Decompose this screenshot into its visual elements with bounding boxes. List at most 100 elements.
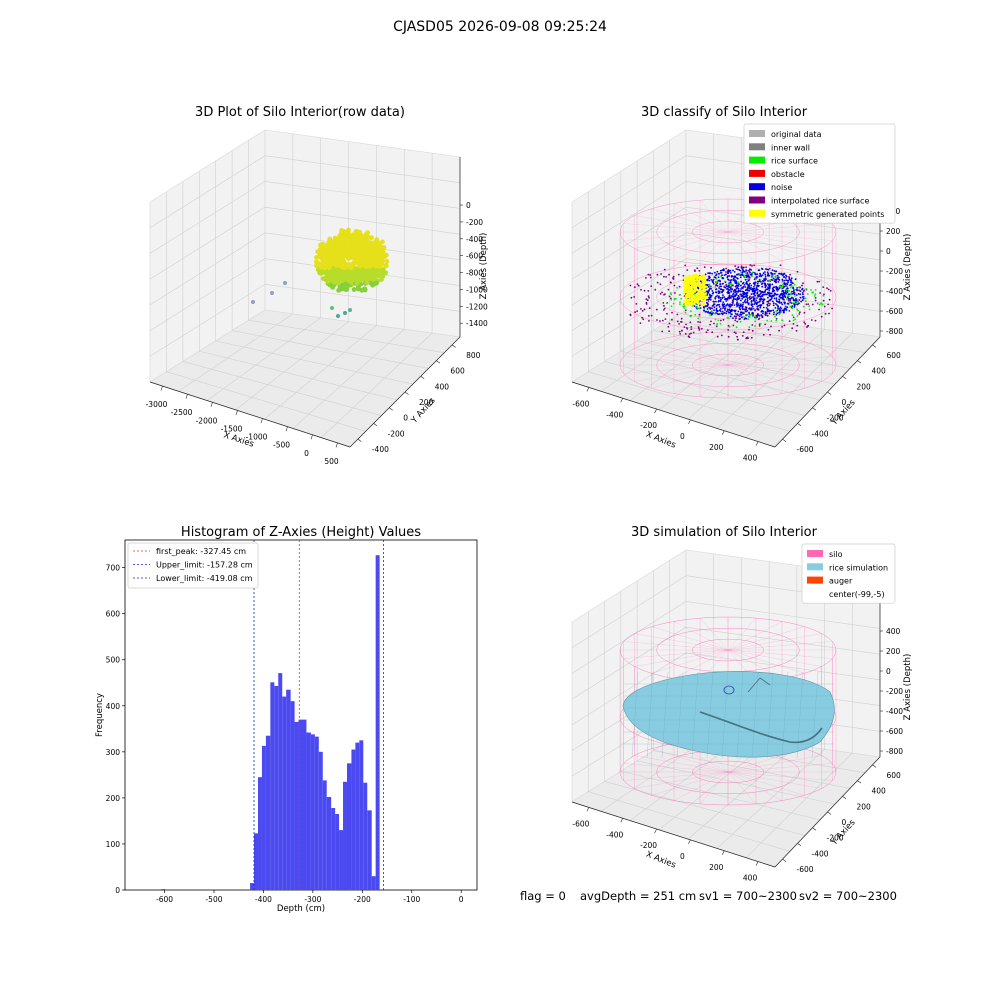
classify-noise-point [768, 312, 771, 315]
classify-noise-point [747, 284, 750, 287]
classify-noise-point [711, 290, 714, 292]
classify-noise-point [732, 300, 734, 303]
legend-swatch [749, 156, 765, 164]
classify-interp-point [700, 327, 703, 330]
legend-swatch [749, 130, 765, 137]
classify-noise-point [798, 302, 800, 305]
silo-spoke [673, 621, 729, 651]
classify-noise-point [795, 294, 798, 296]
raw-point [360, 261, 366, 267]
classify-noise-point [702, 306, 705, 309]
classify-interp-point [684, 264, 687, 267]
classify-rice-point [779, 285, 781, 288]
classify-noise-point [740, 304, 742, 307]
classify-noise-point [760, 291, 763, 294]
raw-point [339, 228, 344, 233]
classify-interp-point [698, 327, 700, 330]
classify-noise-point [772, 277, 775, 280]
classify-noise-point [756, 297, 758, 299]
raw-point [321, 253, 327, 259]
classify-noise-point [737, 310, 740, 313]
classify-noise-point [735, 292, 738, 295]
classify-noise-point [728, 294, 731, 297]
classify-point-cloud [629, 264, 833, 341]
raw-z-tick: -200 [466, 218, 483, 227]
simulation-y-tick: 200 [857, 802, 872, 811]
classify-rice-point [719, 322, 722, 325]
silo-spoke [673, 203, 729, 233]
classify-noise-point [761, 268, 764, 270]
classify-rice-point [670, 305, 673, 308]
classify-rice-point [754, 315, 756, 318]
classify-noise-point [713, 276, 716, 278]
silo-spoke [727, 231, 833, 241]
classify-noise-point [736, 301, 739, 303]
classify-noise-point [774, 303, 777, 305]
simulation-z-tick: -400 [886, 707, 903, 716]
silo-spoke [727, 364, 783, 394]
histogram-bar [371, 876, 376, 890]
classify-interp-point [725, 267, 728, 270]
raw-outlier-point [330, 306, 334, 310]
classify-noise-point [760, 283, 763, 285]
classify-noise-point [742, 301, 745, 304]
classify-interp-point [716, 335, 719, 338]
raw-y-tick: 600 [450, 367, 465, 376]
axes-grid-line [321, 332, 433, 438]
classify-noise-point [746, 272, 749, 274]
classify-noise-point [800, 300, 802, 303]
classify-noise-point [727, 310, 729, 312]
raw-x-tick-mark [235, 410, 238, 416]
classify-noise-point [778, 295, 781, 298]
raw-y-tick: 0 [403, 414, 408, 423]
classify-noise-point [714, 297, 717, 300]
classify-interp-point [677, 273, 680, 276]
classify-noise-point [732, 317, 734, 319]
classify-y-tick-mark [797, 423, 802, 427]
legend-frame [743, 123, 896, 224]
silo-spoke [623, 649, 729, 659]
classify-noise-point [697, 287, 700, 290]
classify-noise-point [755, 299, 758, 302]
classify-interp-point [736, 320, 739, 323]
classify-noise-point [766, 305, 769, 307]
classify-noise-point [766, 312, 768, 315]
panel-simulation-title: 3D simulation of Silo Interior [631, 525, 818, 540]
raw-point [355, 230, 361, 235]
classify-symmetric-point [697, 290, 701, 294]
classify-interp-point [646, 299, 649, 302]
silo-spoke [727, 649, 805, 674]
classify-noise-point [802, 297, 805, 300]
silo-spoke [623, 356, 729, 366]
raw-outlier-point [343, 311, 347, 315]
classify-rice-point [822, 294, 825, 297]
simulation-x-tick: -600 [572, 819, 589, 828]
classify-noise-point [754, 281, 757, 284]
classify-noise-point [770, 309, 773, 312]
simulation-x-tick-mark [755, 861, 759, 866]
classify-noise-point [758, 275, 761, 277]
classify-interp-point [751, 324, 754, 326]
classify-interp-point [727, 335, 730, 338]
classify-interp-point [692, 331, 695, 334]
classify-interp-point [831, 307, 833, 310]
classify-noise-point [734, 290, 737, 293]
classify-interp-point [727, 329, 730, 331]
axes-grid-line [620, 770, 821, 821]
raw-x-ticks: -3000-2500-2000-1500-1000 -500 0 500 [146, 385, 339, 466]
histogram-bar [355, 742, 360, 890]
classify-interp-point [641, 309, 644, 312]
classify-noise-point [778, 298, 781, 301]
classify-rice-point [793, 300, 796, 303]
classify-symmetric-point [696, 302, 700, 305]
classify-noise-point [741, 286, 744, 289]
classify-z-tick: -800 [886, 327, 903, 336]
classify-noise-point [777, 281, 780, 283]
classify-noise-point [753, 297, 755, 300]
classify-noise-point [790, 277, 793, 280]
classify-noise-point [727, 272, 730, 275]
classify-noise-point [783, 308, 786, 311]
classify-noise-point [762, 291, 765, 294]
classify-interp-point [764, 323, 767, 326]
classify-noise-point [759, 272, 761, 275]
